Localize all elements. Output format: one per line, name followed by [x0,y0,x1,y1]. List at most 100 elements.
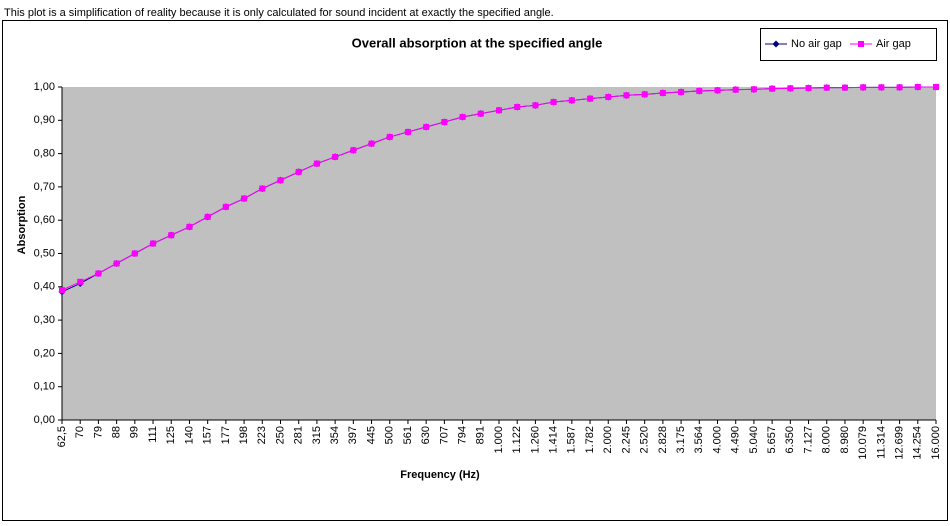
x-tick-label: 281 [293,426,305,444]
x-tick-label: 1.782 [584,426,596,454]
x-axis-title: Frequency (Hz) [400,469,480,481]
x-tick-label: 4.000 [711,426,723,454]
data-point [750,86,757,93]
x-tick-label: 177 [220,426,232,444]
y-tick-label: 0,60 [34,214,55,226]
x-tick-label: 250 [274,426,286,444]
y-tick-label: 0,80 [34,148,55,160]
x-tick-label: 7.127 [802,426,814,454]
x-tick-label: 2.520 [639,426,651,454]
x-tick-label: 125 [165,426,177,444]
x-tick-label: 157 [202,426,214,444]
data-point [386,133,393,140]
data-point [368,140,375,147]
x-tick-label: 794 [456,426,468,444]
x-tick-label: 140 [183,426,195,444]
x-tick-label: 891 [475,426,487,444]
x-tick-label: 1.260 [529,426,541,454]
data-point [113,260,120,267]
legend-marker [858,41,864,47]
data-point [95,270,102,277]
legend-label: Air gap [876,38,911,50]
data-point [313,160,320,167]
data-point [878,84,885,91]
y-tick-label: 1,00 [34,81,55,93]
data-point [769,85,776,92]
x-tick-label: 1.587 [566,426,578,454]
data-point [186,223,193,230]
x-tick-label: 16.000 [930,426,942,460]
x-tick-label: 10.079 [857,426,869,460]
data-point [350,147,357,154]
x-tick-label: 3.564 [693,426,705,454]
x-tick-label: 1.414 [548,426,560,454]
data-point [841,84,848,91]
x-tick-label: 315 [311,426,323,444]
x-tick-label: 2.245 [620,426,632,454]
x-tick-label: 62,5 [56,426,68,447]
data-point [150,240,157,247]
data-point [678,88,685,95]
x-tick-label: 198 [238,426,250,444]
data-point [277,177,284,184]
data-point [914,84,921,90]
note: This plot is a simplification of reality… [4,7,554,19]
y-tick-label: 0,30 [34,314,55,326]
y-tick-label: 0,20 [34,347,55,359]
data-point [441,118,448,125]
x-tick-label: 5.040 [748,426,760,454]
data-point [332,153,339,160]
data-point [404,128,411,135]
y-tick-label: 0,50 [34,247,55,259]
x-tick-label: 5.657 [766,426,778,454]
x-tick-label: 4.490 [730,426,742,454]
y-tick-label: 0,70 [34,181,55,193]
data-point [77,278,84,285]
legend [760,28,937,61]
x-tick-label: 1.000 [493,426,505,454]
data-point [477,110,484,117]
y-axis-title: Absorption [16,195,28,254]
data-point [532,102,539,109]
data-point [823,84,830,91]
data-point [459,113,466,120]
x-tick-label: 12.699 [893,426,905,460]
data-point [568,97,575,104]
data-point [714,87,721,94]
x-tick-label: 561 [402,426,414,444]
plot-area [62,87,936,420]
x-tick-label: 1.122 [511,426,523,454]
y-tick-label: 0,00 [34,414,55,426]
chart-title: Overall absorption at the specified angl… [352,35,603,50]
data-point [805,84,812,91]
data-point [496,107,502,114]
data-point [659,89,666,96]
x-tick-label: 70 [74,426,86,438]
y-tick-label: 0,40 [34,281,55,293]
x-tick-label: 2.000 [602,426,614,454]
x-tick-label: 445 [365,426,377,444]
data-point [259,185,266,192]
data-point [860,84,867,91]
data-point [168,232,175,239]
x-tick-label: 99 [129,426,141,438]
legend-marker [772,40,780,48]
y-tick-label: 0,90 [34,114,55,126]
x-tick-label: 2.828 [657,426,669,454]
x-tick-label: 111 [147,426,159,443]
x-tick-label: 500 [384,426,396,444]
data-point [933,84,939,90]
data-point [732,86,739,93]
x-tick-label: 6.350 [784,426,796,454]
x-tick-label: 79 [92,426,104,438]
data-point [623,92,630,99]
x-tick-label: 223 [256,426,268,444]
data-point [204,213,211,220]
x-tick-label: 707 [438,426,450,444]
data-point [295,168,302,175]
x-tick-label: 88 [111,426,123,438]
x-tick-label: 8.980 [839,426,851,454]
x-tick-label: 354 [329,426,341,444]
data-point [896,84,903,91]
legend-label: No air gap [791,38,842,50]
